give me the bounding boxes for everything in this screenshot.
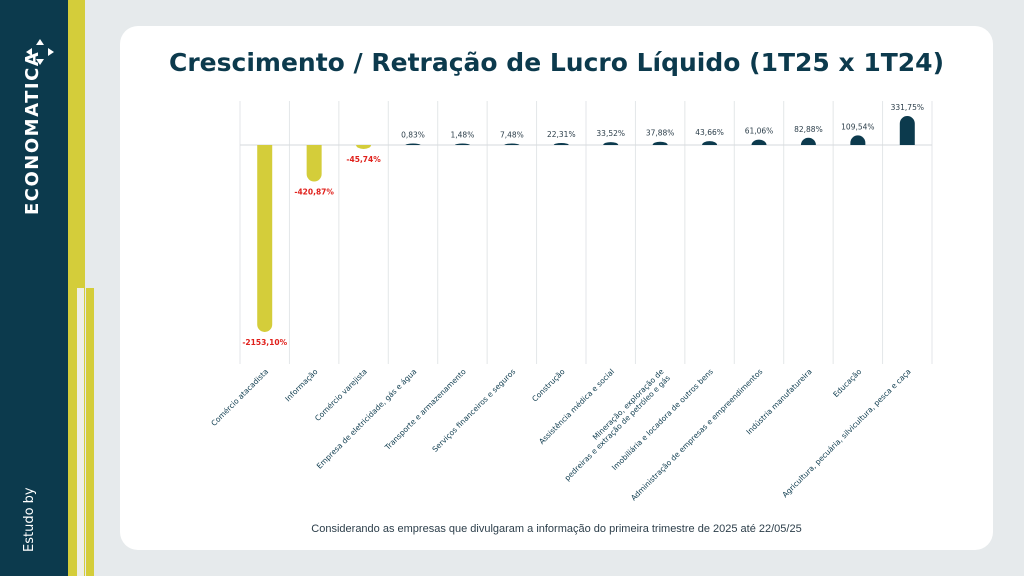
brand-logo-text: ECONOMATICA — [22, 50, 43, 215]
sidebar — [0, 0, 68, 576]
bar-3 — [405, 143, 421, 145]
category-label-5: Serviços financeiros e seguros — [430, 367, 517, 454]
brand-arrows-icon — [26, 39, 54, 65]
study-by-label: Estudo by — [22, 487, 37, 552]
plot-area: -2153,10% Comércio atacadista -420,87% Info… — [209, 101, 933, 502]
data-label-8: 37,88% — [646, 129, 675, 138]
bar-10 — [751, 139, 767, 145]
category-label-4: Transporte e armazenamento — [382, 367, 468, 453]
chart-footnote: Considerando as empresas que divulgaram … — [311, 523, 802, 535]
data-label-9: 43,66% — [695, 128, 724, 137]
data-label-11: 82,88% — [794, 125, 823, 134]
chart-title: Crescimento / Retração de Lucro Líquido … — [169, 48, 944, 77]
data-label-2: -45,74% — [346, 155, 381, 164]
bar-12 — [850, 135, 866, 145]
data-label-5: 7,48% — [500, 131, 524, 140]
accent-stripe-lower — [86, 288, 94, 576]
data-label-3: 0,83% — [401, 131, 425, 140]
accent-stripe-light — [77, 288, 84, 576]
bar-6 — [553, 143, 569, 145]
data-label-0: -2153,10% — [242, 338, 287, 347]
category-label-3: Empresa de eletricidade, gás e água — [315, 367, 419, 471]
category-label-0: Comércio atacadista — [209, 367, 270, 428]
chart-card: -2153,10% Comércio atacadista -420,87% Info… — [120, 26, 993, 550]
bar-1 — [306, 145, 322, 182]
bar-4 — [454, 143, 470, 145]
bar-7 — [603, 142, 619, 145]
bar-5 — [504, 143, 520, 145]
category-label-12: Educação — [831, 367, 863, 399]
bar-9 — [702, 141, 718, 145]
category-label-1: Informação — [283, 367, 320, 404]
category-label-2: Comércio varejista — [313, 367, 369, 423]
bar-11 — [800, 137, 816, 145]
bar-2 — [356, 145, 372, 149]
data-label-12: 109,54% — [841, 122, 874, 131]
data-label-6: 22,31% — [547, 130, 576, 139]
bar-0 — [257, 145, 273, 333]
data-label-4: 1,48% — [451, 131, 475, 140]
data-label-7: 33,52% — [596, 129, 625, 138]
data-label-1: -420,87% — [294, 188, 334, 197]
bar-8 — [652, 141, 668, 145]
bar-chart: -2153,10% Comércio atacadista -420,87% Info… — [209, 101, 933, 502]
data-label-13: 331,75% — [891, 103, 924, 112]
bar-13 — [899, 116, 915, 145]
data-label-10: 61,06% — [745, 127, 774, 136]
category-label-6: Construção — [530, 367, 567, 404]
